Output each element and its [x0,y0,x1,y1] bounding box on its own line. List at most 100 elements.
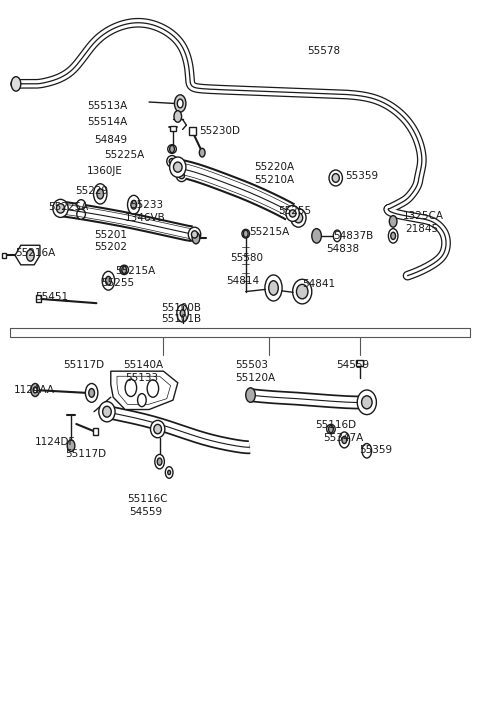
Text: 55255: 55255 [278,206,312,215]
Ellipse shape [169,157,186,177]
Text: 1360JE: 1360JE [87,166,123,175]
Ellipse shape [173,162,182,173]
Bar [189,128,196,135]
Ellipse shape [154,424,161,434]
Text: 55255: 55255 [101,278,134,288]
Circle shape [333,230,341,241]
Circle shape [388,228,398,243]
Ellipse shape [291,208,306,227]
Ellipse shape [169,159,175,165]
Ellipse shape [289,210,296,217]
Polygon shape [15,245,40,265]
Circle shape [138,394,146,407]
Ellipse shape [174,166,180,172]
Text: 55513A: 55513A [87,101,128,111]
Circle shape [89,389,95,397]
Bar [356,360,363,366]
Text: 21845: 21845 [405,224,438,234]
Text: 55359: 55359 [345,171,378,181]
Circle shape [106,276,111,285]
Circle shape [339,432,349,448]
Bar [170,126,176,131]
Ellipse shape [167,156,177,167]
Circle shape [102,271,115,290]
Circle shape [243,230,248,237]
Text: 55201: 55201 [94,230,127,240]
Ellipse shape [171,163,182,174]
Text: 55580: 55580 [230,252,264,262]
Circle shape [31,384,39,397]
Text: 1346VB: 1346VB [125,212,166,223]
Text: 55225A: 55225A [48,202,89,212]
Ellipse shape [294,212,303,223]
Ellipse shape [357,390,376,415]
Text: 54838: 54838 [326,244,359,254]
Text: 55120A: 55120A [235,373,276,384]
Bar [2,252,6,258]
Text: 54559: 54559 [129,507,162,517]
Circle shape [391,232,396,239]
Ellipse shape [151,420,165,438]
Text: 55133: 55133 [125,373,158,384]
Ellipse shape [326,424,335,434]
Text: 54841: 54841 [302,279,336,289]
Text: 1325CA: 1325CA [403,211,444,221]
Ellipse shape [120,265,129,275]
Text: 55117D: 55117D [63,360,104,370]
Circle shape [269,281,278,295]
Text: 55202: 55202 [94,242,127,252]
Circle shape [155,455,164,469]
Text: 55215A: 55215A [250,227,290,237]
Circle shape [174,111,181,123]
Text: 55100B: 55100B [161,302,201,312]
Text: 54849: 54849 [95,135,128,144]
Circle shape [328,426,333,433]
Text: 55503: 55503 [235,360,268,370]
Circle shape [180,310,185,317]
Text: 55140A: 55140A [123,360,163,370]
Ellipse shape [77,199,85,210]
Ellipse shape [176,170,187,181]
Circle shape [389,215,397,227]
Ellipse shape [179,173,184,178]
Text: 55230D: 55230D [199,126,240,136]
Text: 55216A: 55216A [15,247,55,257]
Bar [93,428,98,435]
Circle shape [246,388,255,402]
Circle shape [199,149,205,157]
Circle shape [362,444,372,458]
Circle shape [312,228,322,243]
Circle shape [94,183,107,204]
Text: 55220A: 55220A [254,162,295,172]
Circle shape [147,380,158,397]
Circle shape [131,200,137,209]
Text: 55451: 55451 [35,292,68,302]
Text: 55101B: 55101B [161,314,201,324]
Ellipse shape [293,279,312,304]
Text: 55210A: 55210A [254,175,295,185]
Ellipse shape [188,227,201,241]
Text: 55578: 55578 [307,46,340,57]
Ellipse shape [168,145,176,154]
Bar [36,295,41,302]
Circle shape [265,275,282,301]
Circle shape [97,188,104,199]
Text: 55116C: 55116C [128,494,168,504]
Text: 55116D: 55116D [316,420,357,431]
Circle shape [33,387,37,393]
Circle shape [177,99,183,108]
Circle shape [165,467,173,479]
Ellipse shape [99,402,115,422]
Circle shape [122,266,127,273]
Ellipse shape [53,199,68,218]
Text: 55359: 55359 [360,445,393,455]
Text: 55229: 55229 [75,186,108,196]
Ellipse shape [286,205,300,221]
Circle shape [67,440,75,452]
Text: 55225A: 55225A [104,150,144,160]
Ellipse shape [242,229,250,238]
Ellipse shape [192,231,198,238]
Text: 55215A: 55215A [116,265,156,276]
Text: 55117D: 55117D [65,450,107,460]
Circle shape [157,458,162,465]
